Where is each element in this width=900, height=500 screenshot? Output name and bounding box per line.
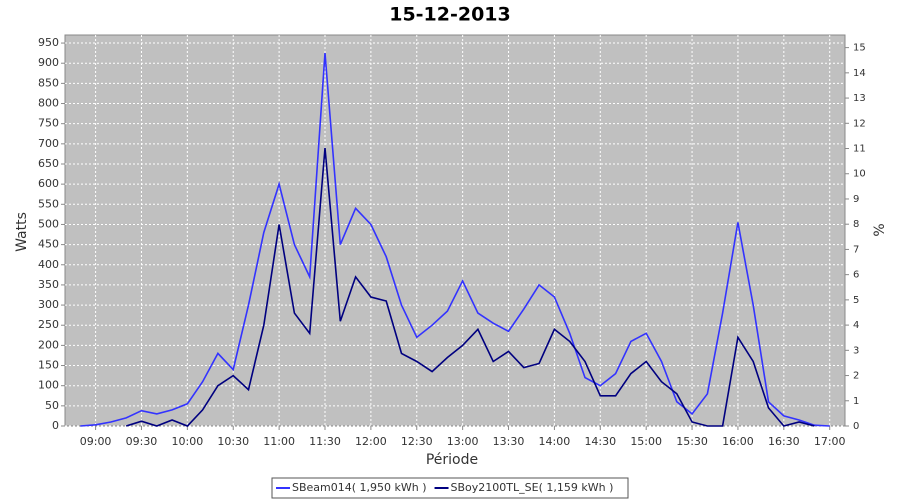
y-tick-label: 400 bbox=[38, 258, 59, 271]
legend-label: SBoy2100TL_SE( 1,159 kWh ) bbox=[451, 481, 614, 494]
y2-tick-label: 6 bbox=[853, 270, 859, 281]
y2-tick-label: 15 bbox=[853, 43, 866, 54]
y2-tick-label: 4 bbox=[853, 320, 859, 331]
y-axis-label: Watts bbox=[14, 212, 30, 252]
y-tick-label: 100 bbox=[38, 379, 59, 392]
y-tick-label: 650 bbox=[38, 157, 59, 170]
y2-tick-label: 14 bbox=[853, 68, 866, 79]
x-tick-label: 12:00 bbox=[355, 435, 387, 448]
y-tick-label: 750 bbox=[38, 117, 59, 130]
x-tick-label: 17:00 bbox=[814, 435, 846, 448]
y-tick-label: 450 bbox=[38, 238, 59, 251]
y-tick-label: 800 bbox=[38, 97, 59, 110]
y2-tick-label: 5 bbox=[853, 295, 859, 306]
series-line bbox=[125, 147, 815, 427]
y-tick-label: 350 bbox=[38, 278, 59, 291]
y-tick-label: 950 bbox=[38, 36, 59, 49]
y-tick-label: 250 bbox=[38, 318, 59, 331]
legend-box bbox=[271, 477, 629, 499]
x-tick-label: 13:30 bbox=[493, 435, 525, 448]
x-tick-label: 09:00 bbox=[80, 435, 112, 448]
x-tick-label: 12:30 bbox=[401, 435, 433, 448]
y2-tick-label: 9 bbox=[853, 194, 859, 205]
x-tick-label: 11:30 bbox=[309, 435, 341, 448]
y-tick-label: 550 bbox=[38, 197, 59, 210]
y-tick-label: 900 bbox=[38, 56, 59, 69]
y2-tick-label: 0 bbox=[853, 421, 859, 432]
y2-tick-label: 12 bbox=[853, 118, 866, 129]
x-tick-label: 16:00 bbox=[722, 435, 754, 448]
y-tick-label: 200 bbox=[38, 338, 59, 351]
x-tick-label: 14:00 bbox=[539, 435, 571, 448]
x-tick-label: 10:30 bbox=[217, 435, 249, 448]
y-tick-label: 50 bbox=[45, 399, 59, 412]
x-tick-label: 15:00 bbox=[630, 435, 662, 448]
y-tick-label: 850 bbox=[38, 76, 59, 89]
x-tick-label: 16:30 bbox=[768, 435, 800, 448]
series-line bbox=[80, 53, 830, 427]
plot-background bbox=[64, 34, 846, 427]
y2-axis-label: % bbox=[872, 223, 888, 236]
y-tick-label: 0 bbox=[52, 419, 59, 432]
y2-tick-label: 3 bbox=[853, 345, 859, 356]
legend-label: SBeam014( 1,950 kWh ) bbox=[292, 481, 427, 494]
x-tick-label: 10:00 bbox=[172, 435, 204, 448]
x-tick-label: 09:30 bbox=[126, 435, 158, 448]
x-tick-label: 14:30 bbox=[584, 435, 616, 448]
y2-tick-label: 10 bbox=[853, 169, 866, 180]
x-tick-label: 11:00 bbox=[263, 435, 295, 448]
y-tick-label: 600 bbox=[38, 177, 59, 190]
x-axis-label: Période bbox=[426, 452, 478, 468]
y-tick-label: 150 bbox=[38, 359, 59, 372]
x-tick-label: 13:00 bbox=[447, 435, 479, 448]
y2-tick-label: 8 bbox=[853, 219, 859, 230]
y2-tick-label: 1 bbox=[853, 396, 859, 407]
chart-title: 15-12-2013 bbox=[389, 4, 511, 26]
y-tick-label: 500 bbox=[38, 217, 59, 230]
y-tick-label: 700 bbox=[38, 137, 59, 150]
y2-tick-label: 13 bbox=[853, 93, 866, 104]
y2-tick-label: 7 bbox=[853, 244, 859, 255]
y-tick-label: 300 bbox=[38, 298, 59, 311]
y2-tick-label: 2 bbox=[853, 371, 859, 382]
y2-tick-label: 11 bbox=[853, 144, 866, 155]
x-tick-label: 15:30 bbox=[676, 435, 708, 448]
